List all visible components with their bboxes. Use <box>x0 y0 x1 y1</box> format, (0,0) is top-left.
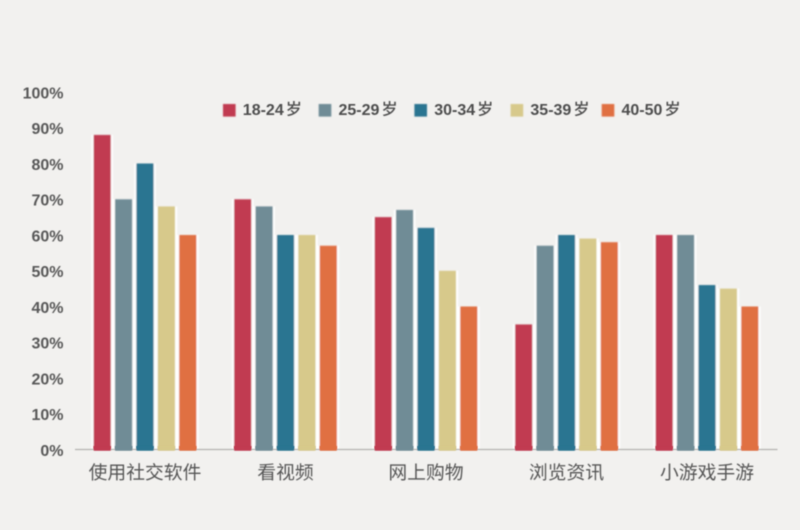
svg-text:50%: 50% <box>31 264 63 281</box>
svg-text:18-24: 18-24 <box>243 102 284 119</box>
svg-text:40-50: 40-50 <box>622 102 663 119</box>
svg-text:90%: 90% <box>31 121 63 138</box>
svg-text:25-29: 25-29 <box>339 102 380 119</box>
svg-text:70%: 70% <box>31 193 63 210</box>
svg-text:60%: 60% <box>31 228 63 245</box>
svg-text:20%: 20% <box>31 371 63 388</box>
svg-text:30-34: 30-34 <box>434 102 475 119</box>
svg-text:40%: 40% <box>31 300 63 317</box>
svg-text:0%: 0% <box>40 443 63 460</box>
svg-text:10%: 10% <box>31 407 63 424</box>
svg-text:80%: 80% <box>31 157 63 174</box>
svg-text:100%: 100% <box>23 85 64 102</box>
svg-text:35-39: 35-39 <box>530 102 571 119</box>
svg-text:30%: 30% <box>31 336 63 353</box>
